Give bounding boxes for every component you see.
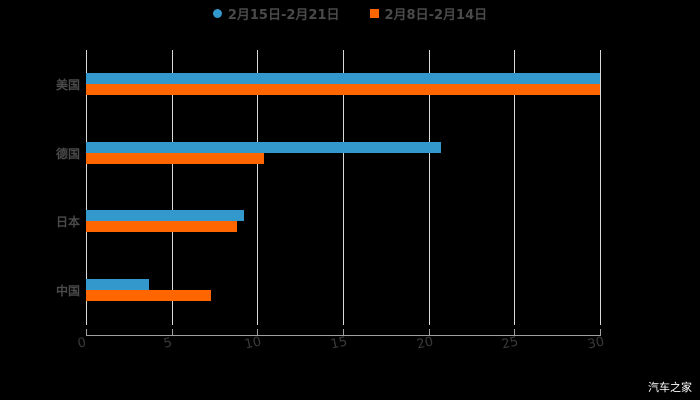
- x-tick-label: 5: [162, 335, 174, 352]
- chart-legend: 2月15日-2月21日 2月8日-2月14日: [0, 3, 700, 23]
- gridline: [257, 50, 258, 325]
- bar[interactable]: [86, 279, 150, 290]
- bar[interactable]: [86, 153, 265, 164]
- x-tick: [257, 329, 258, 335]
- legend-label: 2月15日-2月21日: [227, 7, 340, 23]
- x-tick: [600, 329, 601, 335]
- x-tick-label: 10: [243, 334, 263, 353]
- x-tick: [172, 329, 173, 335]
- bar[interactable]: [86, 84, 600, 95]
- watermark: 汽车之家: [648, 381, 692, 394]
- gridline: [343, 50, 344, 325]
- legend-label: 2月8日-2月14日: [384, 7, 488, 23]
- bar[interactable]: [86, 73, 600, 84]
- x-tick: [429, 329, 430, 335]
- gridline: [600, 50, 601, 325]
- x-tick-label: 15: [329, 334, 349, 353]
- y-category-label: 日本: [55, 215, 80, 229]
- x-tick: [514, 329, 515, 335]
- plot-area: [86, 50, 601, 325]
- y-category-label: 美国: [55, 78, 80, 92]
- gridline: [429, 50, 430, 325]
- legend-square-icon: [369, 8, 379, 18]
- y-category-label: 德国: [55, 147, 80, 161]
- x-tick: [343, 329, 344, 335]
- bar[interactable]: [86, 210, 244, 221]
- x-axis-line: [86, 335, 601, 336]
- legend-item-week1[interactable]: 2月8日-2月14日: [369, 4, 488, 23]
- gridline: [514, 50, 515, 325]
- bar[interactable]: [86, 221, 237, 232]
- x-tick-label: 25: [500, 334, 520, 353]
- bar[interactable]: [86, 142, 441, 153]
- y-category-label: 中国: [55, 284, 80, 298]
- x-tick-label: 30: [586, 334, 606, 353]
- legend-circle-icon: [212, 8, 222, 18]
- x-tick: [86, 329, 87, 335]
- x-tick-label: 0: [76, 335, 88, 352]
- legend-item-week2[interactable]: 2月15日-2月21日: [212, 4, 340, 23]
- gridline: [172, 50, 173, 325]
- gridline: [86, 50, 87, 325]
- x-tick-label: 20: [415, 334, 435, 353]
- bar[interactable]: [86, 290, 212, 301]
